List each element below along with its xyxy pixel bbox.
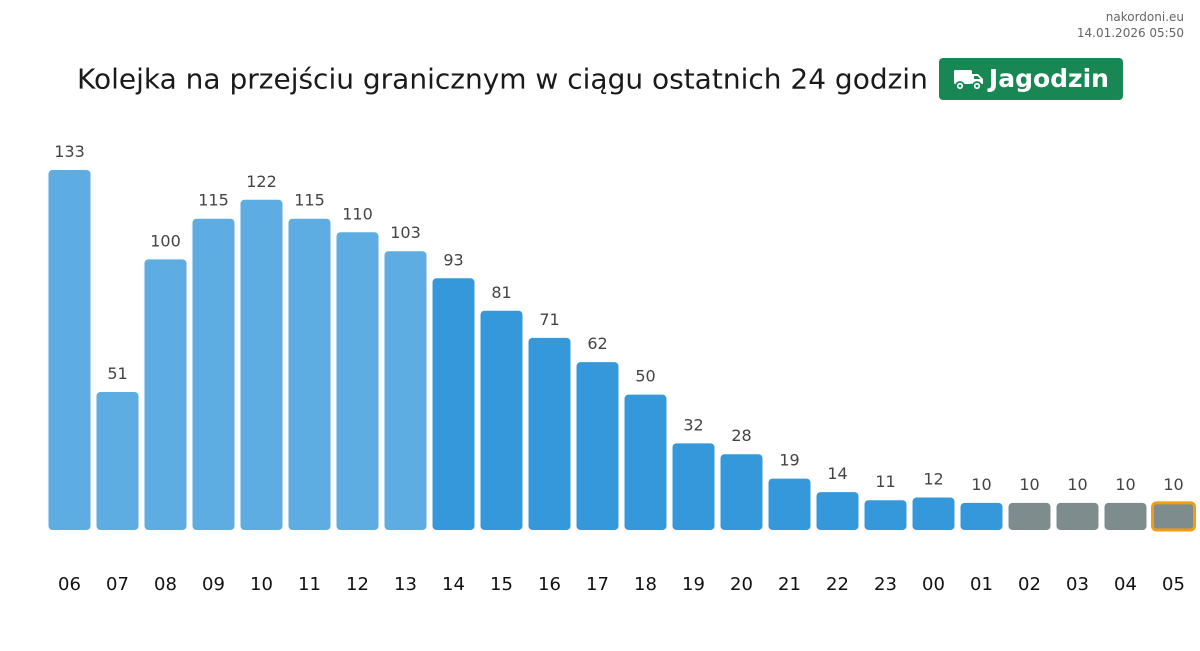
bar-value-label: 10	[1115, 475, 1135, 494]
x-tick-label: 12	[346, 574, 369, 595]
x-tick-label: 04	[1114, 574, 1137, 595]
bar-value-label: 81	[491, 283, 511, 302]
x-tick-label: 02	[1018, 574, 1041, 595]
x-tick-label: 06	[58, 574, 81, 595]
bar-21	[768, 478, 811, 530]
x-tick-label: 01	[970, 574, 993, 595]
bar-10	[240, 199, 283, 531]
bar-12	[336, 232, 379, 530]
bar-value-label: 14	[827, 464, 847, 483]
x-tick-label: 23	[874, 574, 897, 595]
title-row: Kolejka na przejściu granicznym w ciągu …	[0, 58, 1200, 100]
update-timestamp: 14.01.2026 05:50	[1076, 26, 1184, 40]
bar-value-label: 10	[1067, 475, 1087, 494]
x-tick-label: 14	[442, 574, 465, 595]
x-tick-label: 16	[538, 574, 561, 595]
bar-06	[48, 170, 91, 530]
bar-value-label: 71	[539, 310, 559, 329]
bar-19	[672, 443, 715, 530]
bar-value-label: 110	[342, 204, 373, 223]
bar-value-label: 10	[1163, 475, 1183, 494]
truck-icon	[953, 70, 983, 91]
bar-17	[576, 362, 619, 530]
bar-value-label: 93	[443, 250, 463, 269]
bar-value-label: 115	[294, 191, 325, 210]
bar-value-label: 12	[923, 470, 943, 489]
bar-value-label: 32	[683, 415, 703, 434]
bar-23	[864, 500, 907, 530]
x-tick-label: 09	[202, 574, 225, 595]
bar-18	[624, 394, 667, 530]
bar-value-label: 10	[971, 475, 991, 494]
bar-value-label: 50	[635, 367, 655, 386]
bar-15	[480, 310, 523, 530]
bar-value-label: 133	[54, 142, 85, 161]
bar-14	[432, 278, 475, 530]
bar-04	[1104, 502, 1147, 530]
crossing-name: Jagodzin	[988, 64, 1109, 93]
bar-13	[384, 251, 427, 530]
bar-11	[288, 218, 331, 530]
x-tick-label: 07	[106, 574, 129, 595]
bar-20	[720, 454, 763, 530]
x-tick-label: 13	[394, 574, 417, 595]
x-tick-label: 03	[1066, 574, 1089, 595]
bar-03	[1056, 502, 1099, 530]
x-tick-label: 11	[298, 574, 321, 595]
bar-value-label: 122	[246, 172, 277, 191]
x-tick-label: 00	[922, 574, 945, 595]
bar-value-label: 51	[107, 364, 127, 383]
bar-value-label: 115	[198, 191, 229, 210]
source-site: nakordoni.eu	[1105, 10, 1184, 24]
bar-01	[960, 502, 1003, 530]
x-tick-label: 15	[490, 574, 513, 595]
bar-08	[144, 259, 187, 530]
x-tick-label: 08	[154, 574, 177, 595]
bar-00	[912, 497, 955, 530]
x-tick-label: 22	[826, 574, 849, 595]
x-tick-label: 10	[250, 574, 273, 595]
bar-22	[816, 492, 859, 530]
page-title: Kolejka na przejściu granicznym w ciągu …	[77, 62, 928, 96]
bar-value-label: 103	[390, 223, 421, 242]
bar-02	[1008, 502, 1051, 530]
bar-value-label: 11	[875, 472, 895, 491]
x-tick-label: 17	[586, 574, 609, 595]
x-tick-label: 19	[682, 574, 705, 595]
x-tick-label: 18	[634, 574, 657, 595]
source-block: nakordoni.eu 14.01.2026 05:50	[1077, 9, 1184, 41]
bar-05	[1151, 501, 1196, 532]
bar-16	[528, 337, 571, 530]
x-tick-label: 20	[730, 574, 753, 595]
bar-value-label: 62	[587, 334, 607, 353]
crossing-badge: Jagodzin	[938, 58, 1123, 100]
bar-value-label: 100	[150, 231, 181, 250]
bar-09	[192, 218, 235, 530]
bar-value-label: 28	[731, 426, 751, 445]
x-tick-label: 05	[1162, 574, 1185, 595]
bar-value-label: 10	[1019, 475, 1039, 494]
bar-value-label: 19	[779, 451, 799, 470]
bar-07	[96, 391, 139, 530]
x-tick-label: 21	[778, 574, 801, 595]
